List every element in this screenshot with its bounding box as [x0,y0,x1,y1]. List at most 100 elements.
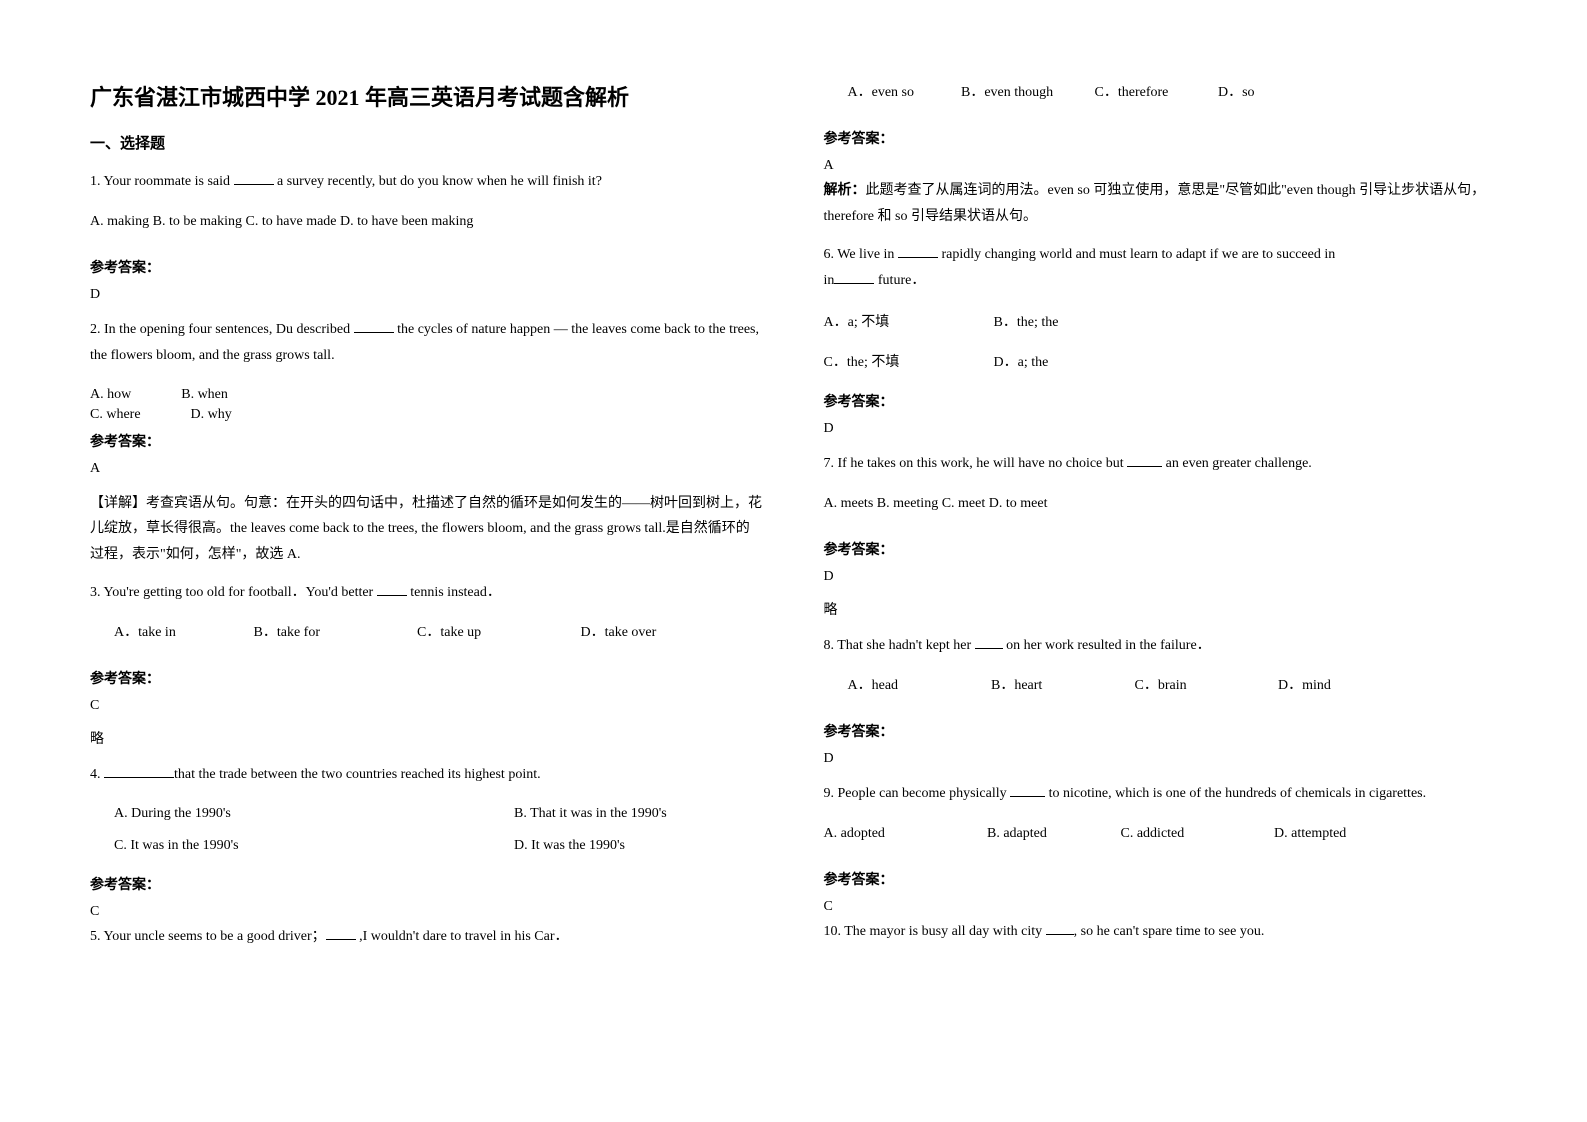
q6-optB: B．the; the [994,311,1059,331]
q5-explain-text: 此题考查了从属连词的用法。even so 可独立使用，意思是"尽管如此"even… [824,183,1486,224]
q2-ans: A [90,461,764,477]
q1-text-b: a survey recently, but do you know when … [274,174,602,189]
q5-text-b: ,I wouldn't dare to travel in his Car． [356,929,569,944]
q2-optB: B. when [181,387,228,403]
q9-text-a: 9. People can become physically [824,786,1011,801]
q8-optB: B．heart [991,673,1131,699]
q9-options: A. adopted B. adapted C. addicted D. att… [824,821,1498,847]
q5-options: A．even so B．even though C．therefore D．so [824,80,1498,106]
q4-text-b: that the trade between the two countries… [174,767,541,782]
q6-options-row2: C．the; 不填 D．a; the [824,351,1498,371]
q2-optC: C. where [90,407,141,423]
blank [234,171,274,185]
q1-options: A. making B. to be making C. to have mad… [90,209,764,235]
q3-optA: A．take in [90,620,250,646]
q7-text-a: 7. If he takes on this work, he will hav… [824,456,1128,471]
page-title: 广东省湛江市城西中学 2021 年高三英语月考试题含解析 [90,80,764,112]
question-10: 10. The mayor is busy all day with city … [824,919,1498,945]
question-5: 5. Your uncle seems to be a good driver；… [90,924,764,950]
q6-ans: D [824,421,1498,437]
q3-note: 略 [90,728,764,748]
q8-text-a: 8. That she hadn't kept her [824,638,975,653]
q6-options-row1: A．a; 不填 B．the; the [824,311,1498,331]
q3-ans-label: 参考答案： [90,668,764,688]
q9-text-b: to nicotine, which is one of the hundred… [1045,786,1426,801]
q3-optB: B．take for [254,620,414,646]
q5-text-a: 5. Your uncle seems to be a good driver； [90,929,326,944]
q9-ans-label: 参考答案： [824,869,1498,889]
blank [1010,783,1045,797]
question-3: 3. You're getting too old for football．Y… [90,580,764,606]
q7-note: 略 [824,599,1498,619]
left-column: 广东省湛江市城西中学 2021 年高三英语月考试题含解析 一、选择题 1. Yo… [90,80,764,1082]
q6-optD: D．a; the [994,351,1049,371]
q3-text-b: tennis instead． [407,585,501,600]
q1-text-a: 1. Your roommate is said [90,174,234,189]
blank [1046,921,1074,935]
q4-ans-label: 参考答案： [90,874,764,894]
q5-ans-label: 参考答案： [824,128,1498,148]
q7-ans: D [824,569,1498,585]
blank [834,270,874,284]
q4-optB: B. That it was in the 1990's [514,806,667,822]
q2-explain: 【详解】考查宾语从句。句意：在开头的四句话中，杜描述了自然的循环是如何发生的——… [90,491,764,569]
q6-text-c: future． [874,273,925,288]
q10-text-a: 10. The mayor is busy all day with city [824,924,1046,939]
right-column: A．even so B．even though C．therefore D．so… [824,80,1498,1082]
q8-ans: D [824,751,1498,767]
q2-text-a: 2. In the opening four sentences, Du des… [90,322,354,337]
q6-optA: A．a; 不填 [824,311,944,331]
q9-optB: B. adapted [987,821,1117,847]
q5-optC: C．therefore [1095,80,1215,106]
q4-ans: C [90,904,764,920]
question-2: 2. In the opening four sentences, Du des… [90,317,764,369]
q10-text-b: , so he can't spare time to see you. [1074,924,1265,939]
q8-text-b: on her work resulted in the failure． [1003,638,1211,653]
q8-optC: C．brain [1135,673,1275,699]
q5-explain-label: 解析： [824,183,866,198]
q5-optB: B．even though [961,80,1091,106]
q9-optC: C. addicted [1121,821,1271,847]
blank [898,244,938,258]
q1-ans-label: 参考答案： [90,257,764,277]
q6-optC: C．the; 不填 [824,351,944,371]
question-9: 9. People can become physically to nicot… [824,781,1498,807]
q4-text-a: 4. [90,767,104,782]
blank [377,582,407,596]
blank [975,635,1003,649]
q8-optD: D．mind [1278,678,1331,693]
question-1: 1. Your roommate is said a survey recent… [90,169,764,195]
q8-ans-label: 参考答案： [824,721,1498,741]
q7-options: A. meets B. meeting C. meet D. to meet [824,491,1498,517]
q8-options: A．head B．heart C．brain D．mind [824,673,1498,699]
blank [354,319,394,333]
question-8: 8. That she hadn't kept her on her work … [824,633,1498,659]
question-4: 4. that the trade between the two countr… [90,762,764,788]
q5-ans: A [824,158,1498,174]
q2-optD: D. why [191,407,232,423]
q3-ans: C [90,698,764,714]
q5-explain: 解析：此题考查了从属连词的用法。even so 可独立使用，意思是"尽管如此"e… [824,178,1498,230]
q3-optD: D．take over [581,625,657,640]
q2-optA: A. how [90,387,131,403]
q3-optC: C．take up [417,620,577,646]
q8-optA: A．head [848,673,988,699]
q2-ans-label: 参考答案： [90,431,764,451]
q3-text-a: 3. You're getting too old for football．Y… [90,585,377,600]
q9-optD: D. attempted [1274,826,1346,841]
question-6: 6. We live in rapidly changing world and… [824,242,1498,294]
blank [326,926,356,940]
q4-optC: C. It was in the 1990's [114,838,314,854]
q4-optA: A. During the 1990's [114,806,314,822]
q2-options-row2: C. where D. why [90,407,764,423]
q5-optD: D．so [1218,85,1255,100]
q2-options-row1: A. how B. when [90,387,764,403]
q5-optA: A．even so [848,80,958,106]
q4-optD: D. It was the 1990's [514,838,625,854]
q9-optA: A. adopted [824,821,984,847]
q3-options: A．take in B．take for C．take up D．take ov… [90,620,764,646]
q9-ans: C [824,899,1498,915]
q7-ans-label: 参考答案： [824,539,1498,559]
question-7: 7. If he takes on this work, he will hav… [824,451,1498,477]
blank [1127,453,1162,467]
